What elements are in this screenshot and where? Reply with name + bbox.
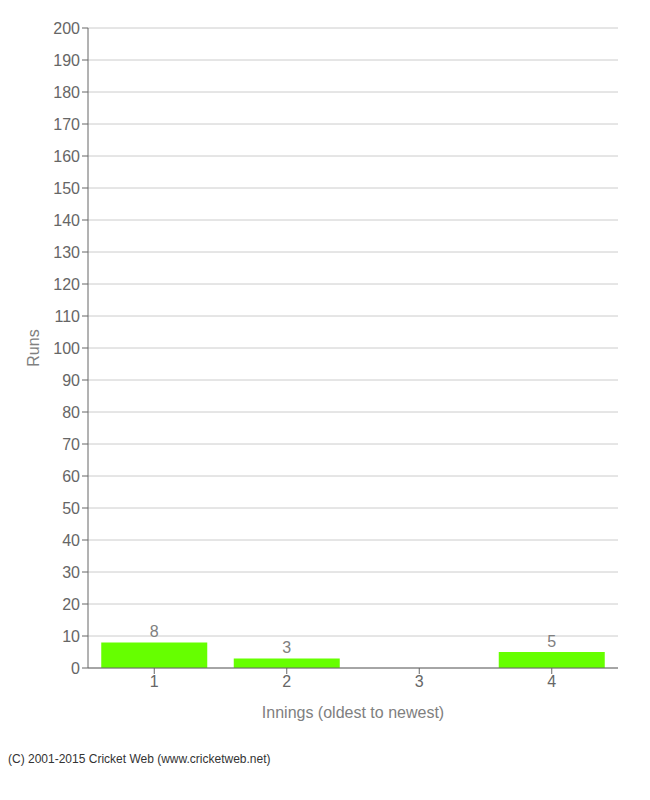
svg-text:3: 3 <box>415 673 424 690</box>
svg-text:0: 0 <box>71 660 80 677</box>
svg-text:100: 100 <box>53 340 80 357</box>
svg-text:160: 160 <box>53 148 80 165</box>
svg-text:90: 90 <box>62 372 80 389</box>
svg-text:50: 50 <box>62 500 80 517</box>
svg-text:40: 40 <box>62 532 80 549</box>
svg-text:4: 4 <box>547 673 556 690</box>
svg-text:80: 80 <box>62 404 80 421</box>
svg-text:170: 170 <box>53 116 80 133</box>
svg-text:110: 110 <box>54 308 80 325</box>
svg-text:150: 150 <box>53 180 80 197</box>
svg-text:30: 30 <box>62 564 80 581</box>
svg-text:180: 180 <box>53 84 80 101</box>
svg-text:140: 140 <box>53 212 80 229</box>
svg-text:120: 120 <box>53 276 80 293</box>
svg-text:200: 200 <box>53 20 80 37</box>
svg-text:2: 2 <box>282 673 291 690</box>
svg-text:5: 5 <box>547 633 556 650</box>
svg-text:1: 1 <box>150 673 159 690</box>
svg-text:70: 70 <box>62 436 80 453</box>
svg-text:Innings (oldest to newest): Innings (oldest to newest) <box>262 704 444 721</box>
svg-text:8: 8 <box>150 623 159 640</box>
svg-text:3: 3 <box>282 639 291 656</box>
svg-text:190: 190 <box>53 52 80 69</box>
svg-text:10: 10 <box>62 628 80 645</box>
svg-text:130: 130 <box>53 244 80 261</box>
svg-text:Runs: Runs <box>25 329 42 366</box>
svg-text:20: 20 <box>62 596 80 613</box>
svg-text:60: 60 <box>62 468 80 485</box>
html-text:(C) 2001-2015 Cricket Web (www: (C) 2001-2015 Cricket Web (www.cricketwe… <box>8 752 271 766</box>
